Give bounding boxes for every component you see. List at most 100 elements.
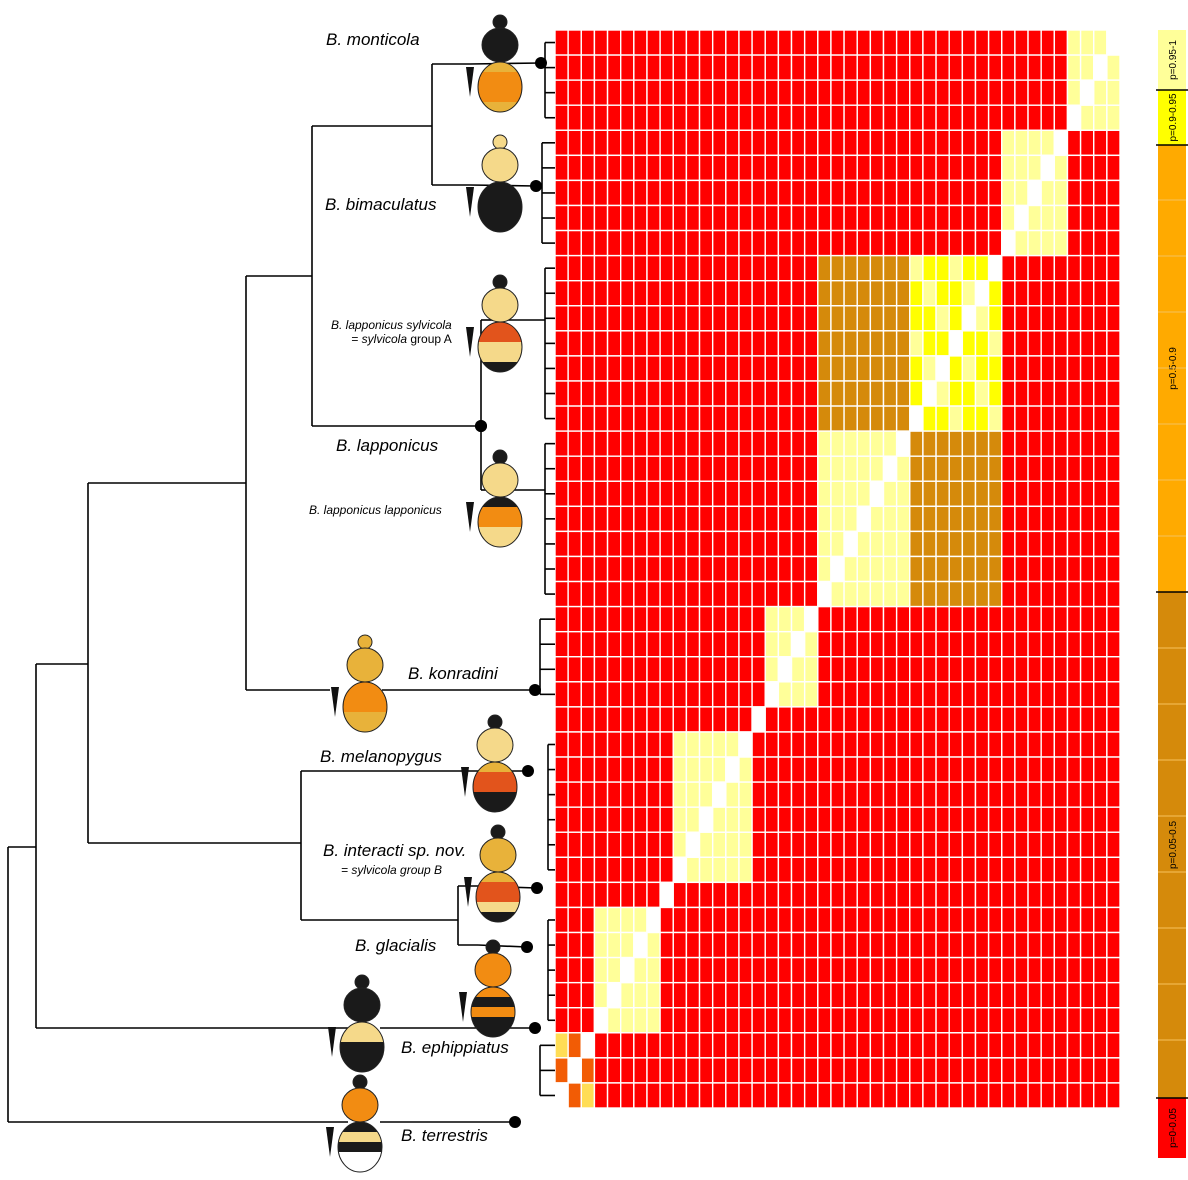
heatmap-cell xyxy=(633,1007,648,1034)
heatmap-cell xyxy=(554,54,569,81)
heatmap-cell xyxy=(987,29,1003,56)
heatmap-cell xyxy=(1014,605,1029,633)
heatmap-cell xyxy=(1014,455,1029,482)
heatmap-cell xyxy=(646,380,661,407)
heatmap-cell xyxy=(948,1082,964,1109)
heatmap-cell xyxy=(909,29,924,56)
heatmap-cell xyxy=(777,881,793,909)
heatmap-cell xyxy=(1001,706,1016,733)
heatmap-cell xyxy=(974,931,990,959)
heatmap-cell xyxy=(909,104,924,131)
heatmap-cell xyxy=(1053,129,1069,157)
heatmap-cell xyxy=(882,29,898,56)
heatmap-cell xyxy=(1079,756,1095,783)
heatmap-cell xyxy=(948,956,964,984)
heatmap-cell xyxy=(1027,881,1042,909)
heatmap-cell xyxy=(620,956,635,984)
heatmap-cell xyxy=(659,1007,674,1034)
heatmap-cell xyxy=(567,1082,582,1109)
bee-band xyxy=(343,722,387,732)
heatmap-cell xyxy=(895,630,911,658)
heatmap-cell xyxy=(606,330,622,357)
heatmap-cell xyxy=(803,79,819,106)
heatmap-cell xyxy=(764,781,780,808)
heatmap-cell xyxy=(646,480,661,508)
heatmap-cell xyxy=(777,129,793,157)
heatmap-cell xyxy=(935,931,950,959)
heatmap-cell xyxy=(751,405,766,432)
heatmap-cell xyxy=(803,656,819,683)
heatmap-cell xyxy=(725,129,740,157)
heatmap-cell xyxy=(935,154,950,182)
heatmap-cell xyxy=(948,380,964,407)
heatmap-cell xyxy=(711,179,727,207)
heatmap-cell xyxy=(580,54,596,81)
heatmap-cell xyxy=(1014,756,1029,783)
heatmap-cell xyxy=(698,1007,714,1034)
heatmap-cell xyxy=(751,430,766,457)
heatmap-cell xyxy=(974,29,990,56)
heatmap-cell xyxy=(1040,756,1056,783)
heatmap-cell xyxy=(580,580,596,608)
heatmap-cell xyxy=(948,706,964,733)
heatmap-cell xyxy=(790,480,806,508)
heatmap-cell xyxy=(593,1082,609,1109)
heatmap-cell xyxy=(698,956,714,984)
heatmap-cell xyxy=(856,1082,872,1109)
bee-abdomen-bands xyxy=(340,1022,384,1072)
heatmap-cell xyxy=(922,1032,937,1059)
heatmap-cell xyxy=(646,605,661,633)
heatmap-cell xyxy=(882,154,898,182)
heatmap-cell xyxy=(817,1007,832,1034)
bee-abdomen-bands xyxy=(471,987,515,1037)
heatmap-cell xyxy=(1053,405,1069,432)
heatmap-cell xyxy=(1053,831,1069,859)
heatmap-cell xyxy=(777,656,793,683)
heatmap-cell xyxy=(790,931,806,959)
heatmap-cell xyxy=(935,254,950,282)
heatmap-cell xyxy=(830,781,845,808)
heatmap-cell xyxy=(698,280,714,307)
bee-thorax xyxy=(481,287,519,323)
heatmap-cell xyxy=(869,681,885,708)
heatmap-cell xyxy=(606,731,622,758)
heatmap-cell xyxy=(567,355,582,382)
heatmap-cell xyxy=(948,806,964,833)
heatmap-cell xyxy=(803,956,819,984)
heatmap-cell xyxy=(909,480,924,508)
heatmap-cell xyxy=(895,305,911,332)
heatmap-cell xyxy=(620,831,635,859)
heatmap-cell xyxy=(738,79,753,106)
heatmap-cell xyxy=(974,605,990,633)
heatmap-cell xyxy=(895,706,911,733)
heatmap-cell xyxy=(777,1057,793,1084)
heatmap-cell xyxy=(790,405,806,432)
heatmap-cell xyxy=(1079,280,1095,307)
bee-leg xyxy=(326,1127,334,1157)
heatmap-cell xyxy=(909,505,924,533)
heatmap-cell xyxy=(1027,280,1042,307)
heatmap-cell xyxy=(685,630,701,658)
heatmap-cell xyxy=(803,104,819,131)
heatmap-cell xyxy=(987,505,1003,533)
heatmap-cell xyxy=(685,580,701,608)
heatmap-cell xyxy=(909,280,924,307)
heatmap-cell xyxy=(606,380,622,407)
heatmap-cell xyxy=(1066,204,1082,232)
heatmap-cell xyxy=(685,54,701,81)
heatmap-cell xyxy=(948,455,964,482)
heatmap-cell xyxy=(961,29,977,56)
heatmap-cell xyxy=(922,1082,937,1109)
heatmap-cell xyxy=(974,956,990,984)
heatmap-cell xyxy=(961,505,977,533)
heatmap-cell xyxy=(698,931,714,959)
heatmap-cell xyxy=(580,380,596,407)
heatmap-cell xyxy=(567,29,582,56)
heatmap-cell xyxy=(777,756,793,783)
heatmap-cell xyxy=(1001,806,1016,833)
heatmap-cell xyxy=(1040,280,1056,307)
heatmap-cell xyxy=(1093,305,1108,332)
heatmap-cell xyxy=(672,229,688,257)
heatmap-cell xyxy=(725,1082,740,1109)
heatmap-cell xyxy=(1014,29,1029,56)
